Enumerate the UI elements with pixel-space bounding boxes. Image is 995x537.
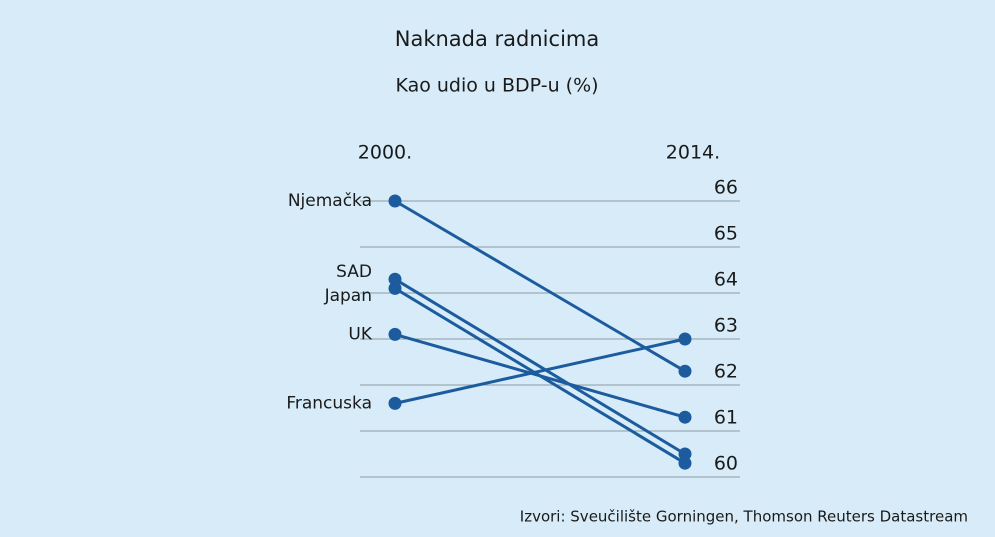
x-category-label: 2000. xyxy=(358,142,412,164)
point xyxy=(678,447,692,461)
point xyxy=(388,272,402,286)
point xyxy=(678,332,692,346)
slope-line xyxy=(394,277,686,456)
y-tick-label: 60 xyxy=(714,453,738,475)
series-label: UK xyxy=(348,324,372,344)
series-label: SAD xyxy=(336,262,372,282)
point xyxy=(678,364,692,378)
series-label: Francuska xyxy=(286,393,372,413)
y-tick-label: 61 xyxy=(714,407,738,429)
chart-subtitle: Kao udio u BDP-u (%) xyxy=(395,75,598,97)
point xyxy=(678,456,692,470)
slope-line xyxy=(394,332,686,419)
chart-title: Naknada radnicima xyxy=(395,27,599,51)
y-tick-label: 62 xyxy=(714,361,738,383)
series-label: Njemačka xyxy=(288,191,372,211)
y-tick-label: 64 xyxy=(714,269,738,291)
y-tick-label: 63 xyxy=(714,315,738,337)
point xyxy=(388,396,402,410)
x-category-label: 2014. xyxy=(666,142,720,164)
y-tick-label: 65 xyxy=(714,223,738,245)
point xyxy=(678,410,692,424)
slope-line xyxy=(394,199,686,373)
point xyxy=(388,327,402,341)
y-tick-label: 66 xyxy=(714,177,738,199)
source: Izvori: Sveučilište Gorningen, Thomson R… xyxy=(520,508,968,526)
point xyxy=(388,281,402,295)
slope-line xyxy=(394,337,686,405)
point xyxy=(388,194,402,208)
series-label: Japan xyxy=(324,286,372,306)
